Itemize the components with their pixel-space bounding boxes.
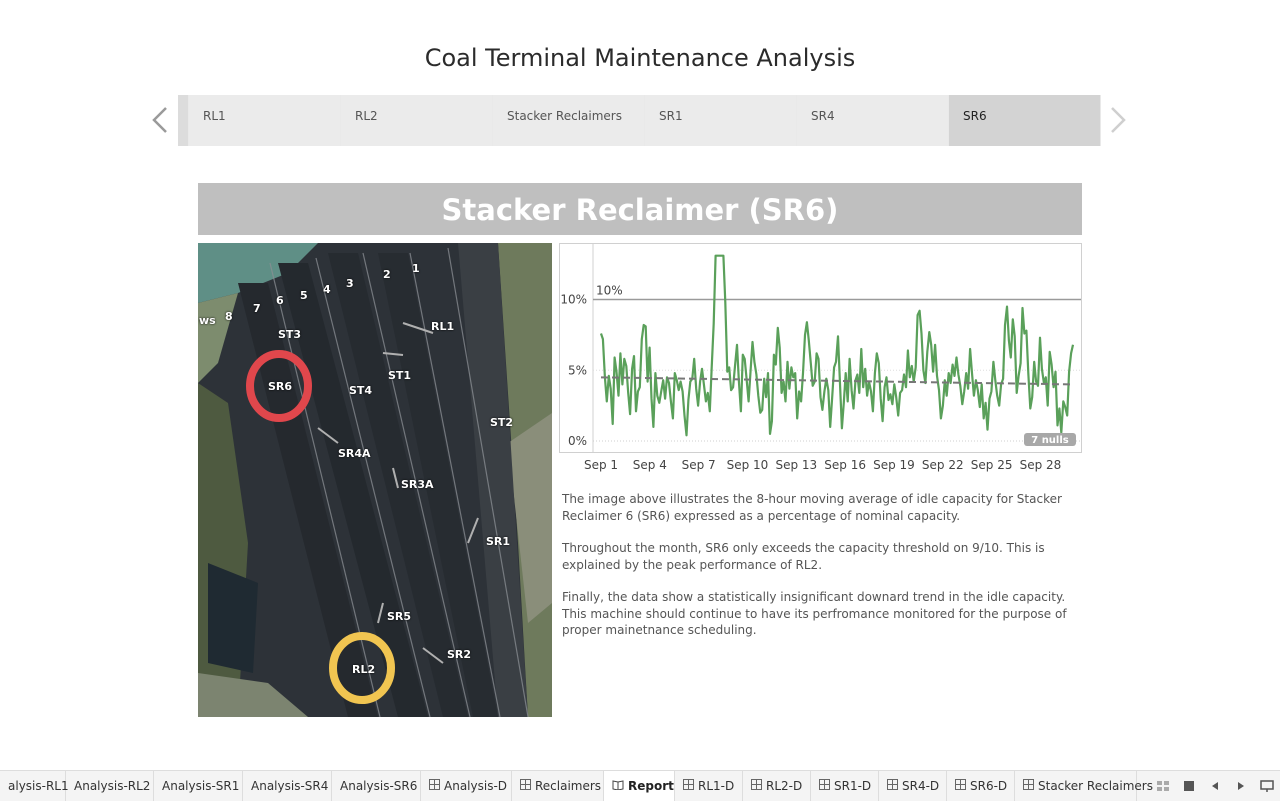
grid-icon <box>429 772 440 801</box>
x-tick-label: Sep 10 <box>726 458 769 472</box>
map-label: 8 <box>225 310 233 323</box>
sheet-tab[interactable]: Stacker Reclaimers <box>1015 771 1153 801</box>
map-label: 3 <box>346 277 354 290</box>
x-tick-label: Sep 25 <box>970 458 1013 472</box>
map-label: SR2 <box>447 648 472 661</box>
map-label: RL2 <box>352 663 376 676</box>
sheet-tab-label: Analysis-D <box>444 778 508 793</box>
map-label: 1 <box>412 262 420 275</box>
sheet-tab[interactable]: Analysis-SR1 <box>154 771 243 801</box>
map-label: RL1 <box>431 320 455 333</box>
map-label: 6 <box>276 294 284 307</box>
map-label: SR6 <box>268 380 293 393</box>
sheet-tab[interactable]: RL1-D <box>675 771 743 801</box>
sheet-tab[interactable]: alysis-RL1 <box>0 771 69 801</box>
map-label: 4 <box>323 283 331 296</box>
sheet-tab-label: SR6-D <box>970 778 1008 793</box>
description: The image above illustrates the 8-hour m… <box>562 491 1070 655</box>
x-tick-label: Sep 28 <box>1019 458 1062 472</box>
page-title: Coal Terminal Maintenance Analysis <box>424 44 856 72</box>
sheet-tab-label: alysis-RL1 <box>8 778 69 793</box>
story-point-tab[interactable]: RL2 <box>341 95 492 146</box>
map-label: 5 <box>300 289 308 302</box>
grid-icon <box>683 772 694 801</box>
grid-icon <box>520 772 531 801</box>
map-label: ST4 <box>349 384 373 397</box>
x-tick-label: Sep 13 <box>775 458 818 472</box>
presentation-icon[interactable] <box>1260 779 1274 793</box>
story-point-tab[interactable]: SR6 <box>949 95 1100 146</box>
description-paragraph: Throughout the month, SR6 only exceeds t… <box>562 541 1045 572</box>
y-tick-label: 0% <box>568 434 587 448</box>
grid-icon <box>751 772 762 801</box>
nulls-badge-label: 7 nulls <box>1031 435 1069 446</box>
story-point-tab[interactable]: RL1 <box>189 95 340 146</box>
map-label: ST3 <box>278 328 302 341</box>
threshold-label: 10% <box>596 284 623 298</box>
sheet-tab[interactable]: Analysis-RL2 <box>66 771 154 801</box>
sheet-tab-label: RL2-D <box>766 778 803 793</box>
sheet-tab[interactable]: Analysis-SR6 <box>332 771 421 801</box>
previous-sheet-icon[interactable] <box>1208 779 1222 793</box>
filmstrip-icon[interactable] <box>1156 779 1170 793</box>
sheet-tab-label: RL1-D <box>698 778 735 793</box>
story-point-tab[interactable]: SR4 <box>797 95 948 146</box>
description-paragraph: The image above illustrates the 8-hour m… <box>562 492 1062 523</box>
grid-icon <box>819 772 830 801</box>
sheet-tab-label: Analysis-SR4 <box>251 778 329 793</box>
grid-icon <box>955 772 966 801</box>
sheet-tab[interactable]: RL2-D <box>743 771 811 801</box>
sheet-tab-bar: alysis-RL1 Analysis-RL2 Analysis-SR1 Analys… <box>0 770 1280 801</box>
story-point-tab[interactable]: SR1 <box>645 95 796 146</box>
description-paragraph: Finally, the data show a statistically i… <box>562 590 1067 637</box>
chevron-left-icon[interactable] <box>148 104 172 136</box>
sheet-tab-label: SR1-D <box>834 778 872 793</box>
y-tick-label: 5% <box>568 363 587 377</box>
x-tick-label: Sep 4 <box>632 458 667 472</box>
sheet-tab[interactable]: Analysis-D <box>421 771 512 801</box>
sheet-tab[interactable]: Reclaimers <box>512 771 604 801</box>
sheet-tab[interactable]: SR1-D <box>811 771 879 801</box>
sheet-tab-label: Analysis-SR1 <box>162 778 240 793</box>
x-tick-label: Sep 19 <box>873 458 915 472</box>
terminal-map: 1 2 3 4 5 6 7 8 ws ST3 RL1 SR6 ST1 ST4 S… <box>198 243 552 717</box>
map-label: SR5 <box>387 610 412 623</box>
map-label: ST2 <box>490 416 514 429</box>
x-tick-label: Sep 7 <box>681 458 716 472</box>
idle-capacity-chart: 0% 5% 10% 10% 7 nulls <box>559 243 1082 453</box>
map-label: ST1 <box>388 369 412 382</box>
map-label: SR4A <box>338 447 371 460</box>
sheet-tab[interactable]: SR4-D <box>879 771 947 801</box>
map-label: 7 <box>253 302 261 315</box>
dashboard-heading: Stacker Reclaimer (SR6) <box>198 183 1082 235</box>
book-icon <box>612 772 624 801</box>
grid-icon <box>887 772 898 801</box>
sheet-tab-label: Analysis-SR6 <box>340 778 418 793</box>
x-axis-labels: Sep 1 Sep 4 Sep 7 Sep 10 Sep 13 Sep 16 Sep 19 S… <box>559 458 1082 478</box>
next-sheet-icon[interactable] <box>1234 779 1248 793</box>
sheet-tab[interactable]: SR6-D <box>947 771 1015 801</box>
map-label: SR1 <box>486 535 511 548</box>
story-point-tab[interactable]: Stacker Reclaimers <box>493 95 644 146</box>
sheet-tab[interactable]: Report <box>604 771 675 801</box>
chevron-right-icon[interactable] <box>1106 104 1130 136</box>
sheet-tab-label: Analysis-RL2 <box>74 778 151 793</box>
sheet-tab-label: Report <box>628 778 674 793</box>
x-tick-label: Sep 16 <box>824 458 866 472</box>
grid-icon <box>1023 772 1034 801</box>
x-tick-label: Sep 1 <box>583 458 619 472</box>
trend-line <box>600 376 1074 386</box>
sheet-tab-label: Reclaimers <box>535 778 602 793</box>
y-tick-label: 10% <box>560 293 587 307</box>
series-line <box>599 254 1075 437</box>
nulls-badge <box>1024 433 1076 446</box>
map-label: SR3A <box>401 478 434 491</box>
sheet-tab[interactable]: Analysis-SR4 <box>243 771 332 801</box>
sheet-tab-label: Stacker Reclaimers <box>1038 778 1153 793</box>
x-tick-label: Sep 22 <box>921 458 964 472</box>
sheet-sorter-icon[interactable] <box>1182 779 1196 793</box>
sheet-tab-label: SR4-D <box>902 778 940 793</box>
map-label: ws <box>199 314 216 327</box>
map-label: 2 <box>383 268 391 281</box>
